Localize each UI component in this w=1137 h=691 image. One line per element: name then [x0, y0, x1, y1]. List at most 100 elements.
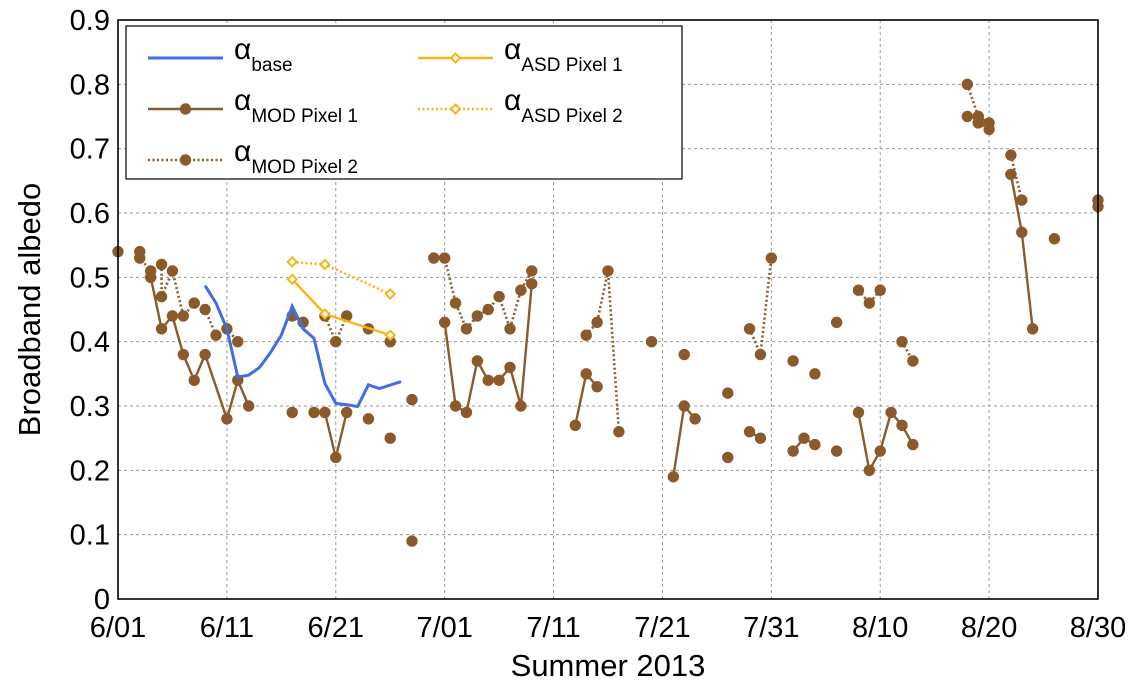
data-point [678, 400, 690, 412]
x-tick-labels: 6/01 6/11 6/21 7/01 7/11 7/21 7/31 8/10 8/20 8/30 [90, 612, 1126, 644]
data-point [504, 361, 516, 374]
data-point [907, 355, 919, 367]
legend-symbol: α [234, 84, 251, 117]
y-tick-label: 0.6 [70, 198, 110, 230]
data-point [983, 117, 995, 129]
legend-label: αMOD Pixel 1 [234, 84, 358, 127]
data-point [471, 310, 484, 322]
data-point [428, 252, 440, 264]
y-tick-labels: 0 0.1 0.2 0.3 0.4 0.5 0.6 0.7 0.8 0.9 [70, 5, 110, 616]
legend-item: αASD Pixel 2 [418, 84, 623, 127]
legend-box [125, 25, 683, 180]
data-point [362, 413, 375, 425]
legend-item: αMOD Pixel 1 [148, 84, 358, 127]
data-point [896, 419, 908, 431]
data-point [1005, 168, 1017, 181]
data-point [874, 284, 886, 296]
legend-label: αASD Pixel 1 [504, 33, 623, 76]
data-point [743, 323, 756, 335]
y-tick-label: 0.7 [70, 134, 110, 166]
data-point [515, 400, 527, 412]
x-tick-label: 8/30 [1070, 612, 1126, 644]
data-point [286, 273, 299, 286]
data-point [493, 374, 505, 386]
series-asd-pixel-1 [286, 273, 397, 342]
data-point [438, 316, 451, 329]
data-point [743, 426, 756, 438]
legend-item: αMOD Pixel 2 [148, 135, 358, 178]
x-tick-label: 6/01 [90, 612, 146, 644]
data-point [177, 348, 190, 361]
data-point [134, 252, 146, 264]
data-point [689, 413, 701, 425]
legend-subscript: ASD Pixel 1 [521, 55, 622, 76]
x-tick-label: 8/10 [852, 612, 908, 644]
data-point [580, 329, 592, 341]
x-tick-label: 6/11 [200, 612, 254, 644]
data-point [787, 355, 799, 367]
data-point [515, 284, 527, 296]
data-point [318, 308, 331, 320]
data-point [340, 406, 353, 419]
data-point [645, 335, 658, 348]
data-point [210, 329, 222, 341]
data-point [754, 348, 767, 361]
data-point [318, 258, 331, 271]
legend-label: αMOD Pixel 2 [234, 135, 358, 178]
data-point [449, 297, 462, 309]
data-point [1026, 323, 1039, 335]
y-tick-label: 0.8 [70, 69, 110, 101]
data-point [863, 297, 876, 309]
plot-frame [117, 19, 1099, 600]
data-point [166, 265, 179, 277]
data-point [961, 110, 974, 123]
data-point [232, 335, 244, 348]
data-point [798, 432, 810, 444]
legend-label: αASD Pixel 2 [504, 84, 623, 127]
data-point [830, 445, 843, 457]
data-point [667, 471, 680, 483]
data-point [438, 252, 451, 264]
data-point [319, 406, 331, 419]
data-point [1005, 149, 1017, 161]
data-point [972, 110, 984, 123]
data-point [722, 387, 734, 399]
y-axis-title: Broadband albedo [12, 183, 47, 436]
y-tick-label: 0.2 [70, 455, 110, 487]
series-line [203, 284, 402, 409]
x-tick-label: 8/20 [961, 612, 1017, 644]
legend-symbol: α [504, 33, 521, 66]
legend-subscript: ASD Pixel 2 [521, 106, 622, 127]
data-point [177, 310, 190, 322]
data-point [493, 290, 505, 303]
x-tick-label: 6/21 [308, 612, 364, 644]
data-point [504, 323, 516, 335]
data-point [591, 381, 603, 393]
data-point [896, 335, 908, 348]
x-tick-label: 7/11 [526, 612, 580, 644]
data-point [179, 154, 192, 166]
data-point [874, 445, 886, 457]
data-point [722, 451, 734, 464]
data-point [155, 323, 168, 335]
data-point [384, 288, 397, 300]
data-point [885, 406, 897, 419]
series-line [585, 270, 621, 432]
legend-subscript: base [251, 55, 292, 76]
data-point [449, 103, 462, 115]
y-tick-label: 0.3 [70, 391, 110, 423]
data-point [471, 355, 484, 367]
data-point [188, 297, 200, 309]
x-tick-label: 7/01 [416, 612, 472, 644]
data-point [188, 374, 200, 386]
data-point [221, 413, 233, 425]
data-point [308, 406, 320, 419]
data-point [460, 323, 473, 335]
data-point [765, 252, 778, 264]
series-layer [112, 78, 1104, 547]
data-point [199, 303, 211, 316]
data-point [907, 438, 919, 451]
data-point [384, 432, 396, 444]
data-point [830, 316, 843, 329]
